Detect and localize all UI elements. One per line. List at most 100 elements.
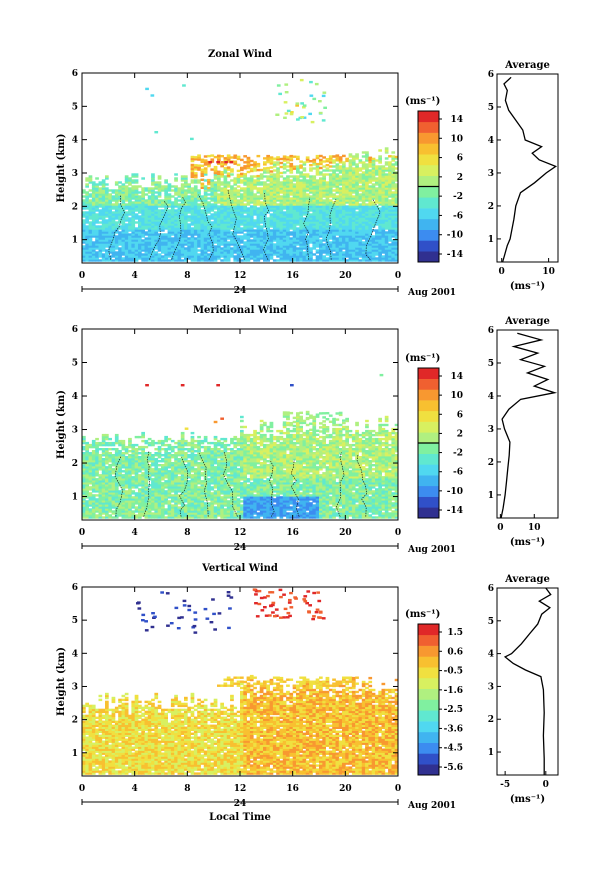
heatmap-cell <box>193 253 198 256</box>
heatmap-cell <box>335 253 340 256</box>
heatmap-cell <box>82 249 86 252</box>
heatmap-cell <box>342 173 346 176</box>
heatmap-cell <box>124 448 129 451</box>
heatmap-cell <box>217 209 221 212</box>
heatmap-cell <box>101 193 106 196</box>
heatmap-cell <box>91 231 96 234</box>
heatmap-cell <box>164 221 168 224</box>
heatmap-cell <box>223 171 228 174</box>
heatmap-cell <box>358 237 363 240</box>
heatmap-cell <box>85 205 89 208</box>
heatmap-cell <box>272 225 277 228</box>
heatmap-cell <box>170 211 175 214</box>
heatmap-cell <box>338 179 343 182</box>
heatmap-cell <box>299 207 303 210</box>
heatmap-cell <box>319 195 323 198</box>
heatmap-cell <box>309 179 313 182</box>
heatmap-cell <box>180 243 185 246</box>
heatmap-cell <box>358 185 363 188</box>
heatmap-cell <box>351 213 356 216</box>
heatmap-cell <box>269 158 274 161</box>
heatmap-cell <box>101 231 106 234</box>
heatmap-cell <box>213 201 218 204</box>
heatmap-cell <box>345 205 349 208</box>
heatmap-cell <box>305 211 310 214</box>
heatmap-cell <box>256 187 261 190</box>
heatmap-cell <box>345 157 349 161</box>
heatmap-cell <box>226 199 231 202</box>
heatmap-cell <box>276 229 280 232</box>
heatmap-cell <box>279 233 284 236</box>
heatmap-cell <box>345 201 349 204</box>
heatmap-cell <box>384 197 389 200</box>
heatmap-cell <box>286 185 290 188</box>
heatmap-cell <box>233 235 238 238</box>
heatmap-cell <box>272 201 277 204</box>
heatmap-cell <box>282 229 287 232</box>
heatmap-cell <box>253 239 257 242</box>
heatmap-cell <box>121 239 126 242</box>
heatmap-cell <box>269 195 274 198</box>
heatmap-cell <box>345 221 349 224</box>
heatmap-cell <box>325 225 330 228</box>
heatmap-cell <box>335 221 340 224</box>
heatmap-cell <box>174 229 178 232</box>
heatmap-cell <box>289 259 294 262</box>
heatmap-cell <box>200 203 205 206</box>
heatmap-cell <box>246 170 251 174</box>
heatmap-cell <box>314 82 319 86</box>
heatmap-cell <box>85 179 89 182</box>
heatmap-cell <box>240 237 244 240</box>
heatmap-cell <box>253 185 257 188</box>
heatmap-cell <box>365 225 369 228</box>
heatmap-cell <box>151 181 155 184</box>
heatmap-cell <box>91 205 96 208</box>
heatmap-cell <box>351 259 356 262</box>
heatmap-cell <box>391 191 396 194</box>
heatmap-cell <box>335 257 340 260</box>
heatmap-cell <box>167 215 172 218</box>
heatmap-cell <box>95 225 99 228</box>
heatmap-cell <box>299 247 303 250</box>
heatmap-cell <box>388 181 392 184</box>
heatmap-cell <box>312 179 317 182</box>
heatmap-cell <box>226 229 231 232</box>
heatmap-cell <box>131 175 136 178</box>
heatmap-cell <box>358 247 363 250</box>
heatmap-cell <box>170 225 175 228</box>
heatmap-cell <box>335 225 340 228</box>
heatmap-cell <box>154 223 159 226</box>
heatmap-cell <box>249 209 254 212</box>
heatmap-cell <box>371 161 376 164</box>
heatmap-cell <box>253 163 257 166</box>
heatmap-cell <box>266 245 270 248</box>
heatmap-cell <box>108 514 112 517</box>
heatmap-cell <box>213 183 218 186</box>
heatmap-cell <box>345 191 349 194</box>
heatmap-cell <box>361 191 366 194</box>
heatmap-cells <box>82 78 399 262</box>
heatmap-cell <box>216 161 220 164</box>
heatmap-cell <box>95 213 99 216</box>
heatmap-cell <box>338 219 343 222</box>
colorbar-swatch <box>418 143 439 155</box>
heatmap-cell <box>82 211 86 214</box>
heatmap-cell <box>342 213 346 216</box>
heatmap-cell <box>315 241 320 244</box>
heatmap-cell <box>322 187 326 190</box>
heatmap-cell <box>335 167 340 170</box>
heatmap-cell <box>210 193 215 196</box>
heatmap-cell <box>134 257 139 260</box>
heatmap-cell <box>141 466 145 469</box>
heatmap-cell <box>134 221 139 224</box>
heatmap-cell <box>266 251 270 254</box>
heatmap-cell <box>361 245 366 248</box>
heatmap-cell <box>342 154 346 158</box>
heatmap-cell <box>197 253 201 256</box>
heatmap-cell <box>378 149 382 152</box>
heatmap-cell <box>388 229 392 232</box>
heatmap-cell <box>164 241 168 244</box>
heatmap-cell <box>230 227 234 230</box>
heatmap-cell <box>381 243 386 246</box>
heatmap-cell <box>322 219 326 222</box>
